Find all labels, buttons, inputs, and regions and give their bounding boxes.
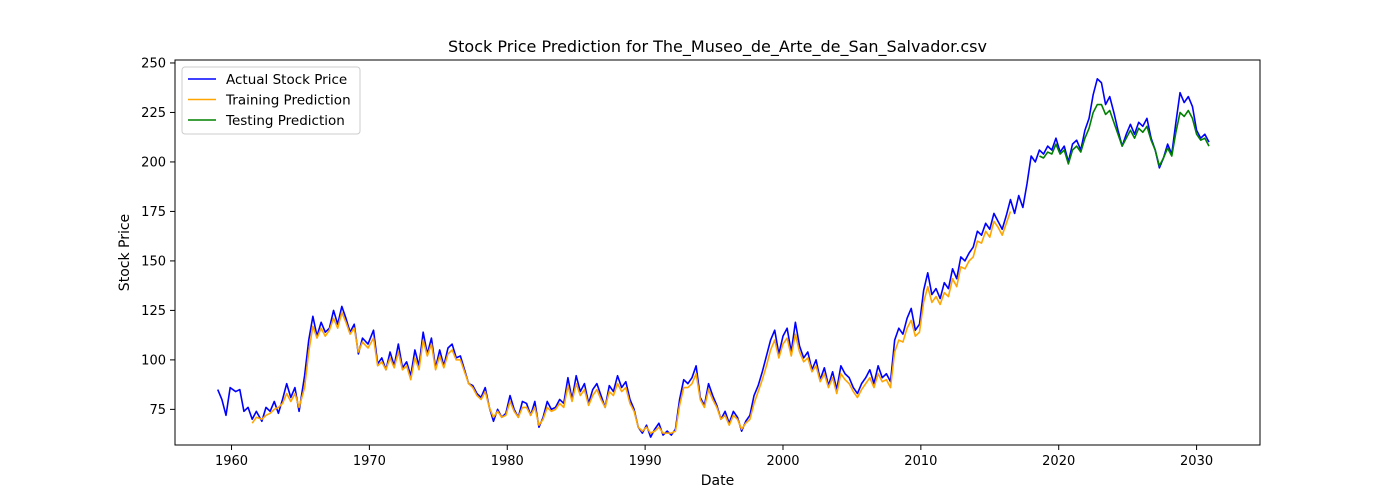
legend-label-actual: Actual Stock Price [226, 72, 347, 88]
plot-frame [174, 59, 1261, 446]
legend: Actual Stock Price Training Prediction T… [181, 66, 361, 135]
x-tick-label: 2020 [1042, 454, 1075, 469]
x-tick-label: 1990 [629, 454, 662, 469]
series-actual-line [217, 78, 1210, 438]
y-tick-label: 200 [141, 155, 166, 170]
series-training-line [251, 211, 1012, 434]
legend-box [181, 66, 361, 135]
y-tick-label: 75 [149, 403, 166, 418]
y-axis-label: Stock Price [117, 214, 133, 291]
x-tick-label: 2000 [766, 454, 799, 469]
series-layer [217, 78, 1210, 438]
series-testing-line [1039, 103, 1210, 167]
y-tick-label: 100 [141, 353, 166, 368]
y-tick-label: 150 [141, 254, 166, 269]
y-axis: 75 100 125 150 175 200 225 250 [141, 56, 175, 418]
x-tick-label: 1960 [215, 454, 248, 469]
x-axis: 1960 1970 1980 1990 2000 2010 2020 2030 [215, 445, 1213, 469]
x-axis-label: Date [701, 473, 734, 489]
legend-label-training: Training Prediction [225, 93, 351, 109]
y-tick-label: 250 [141, 56, 166, 71]
x-tick-label: 1970 [353, 454, 386, 469]
y-tick-label: 175 [141, 205, 166, 220]
chart-title: Stock Price Prediction for The_Museo_de_… [448, 37, 987, 57]
y-tick-label: 225 [141, 106, 166, 121]
x-tick-label: 2010 [904, 454, 937, 469]
y-tick-label: 125 [141, 304, 166, 319]
x-tick-label: 2030 [1180, 454, 1213, 469]
x-tick-label: 1980 [491, 454, 524, 469]
legend-label-testing: Testing Prediction [225, 113, 345, 129]
